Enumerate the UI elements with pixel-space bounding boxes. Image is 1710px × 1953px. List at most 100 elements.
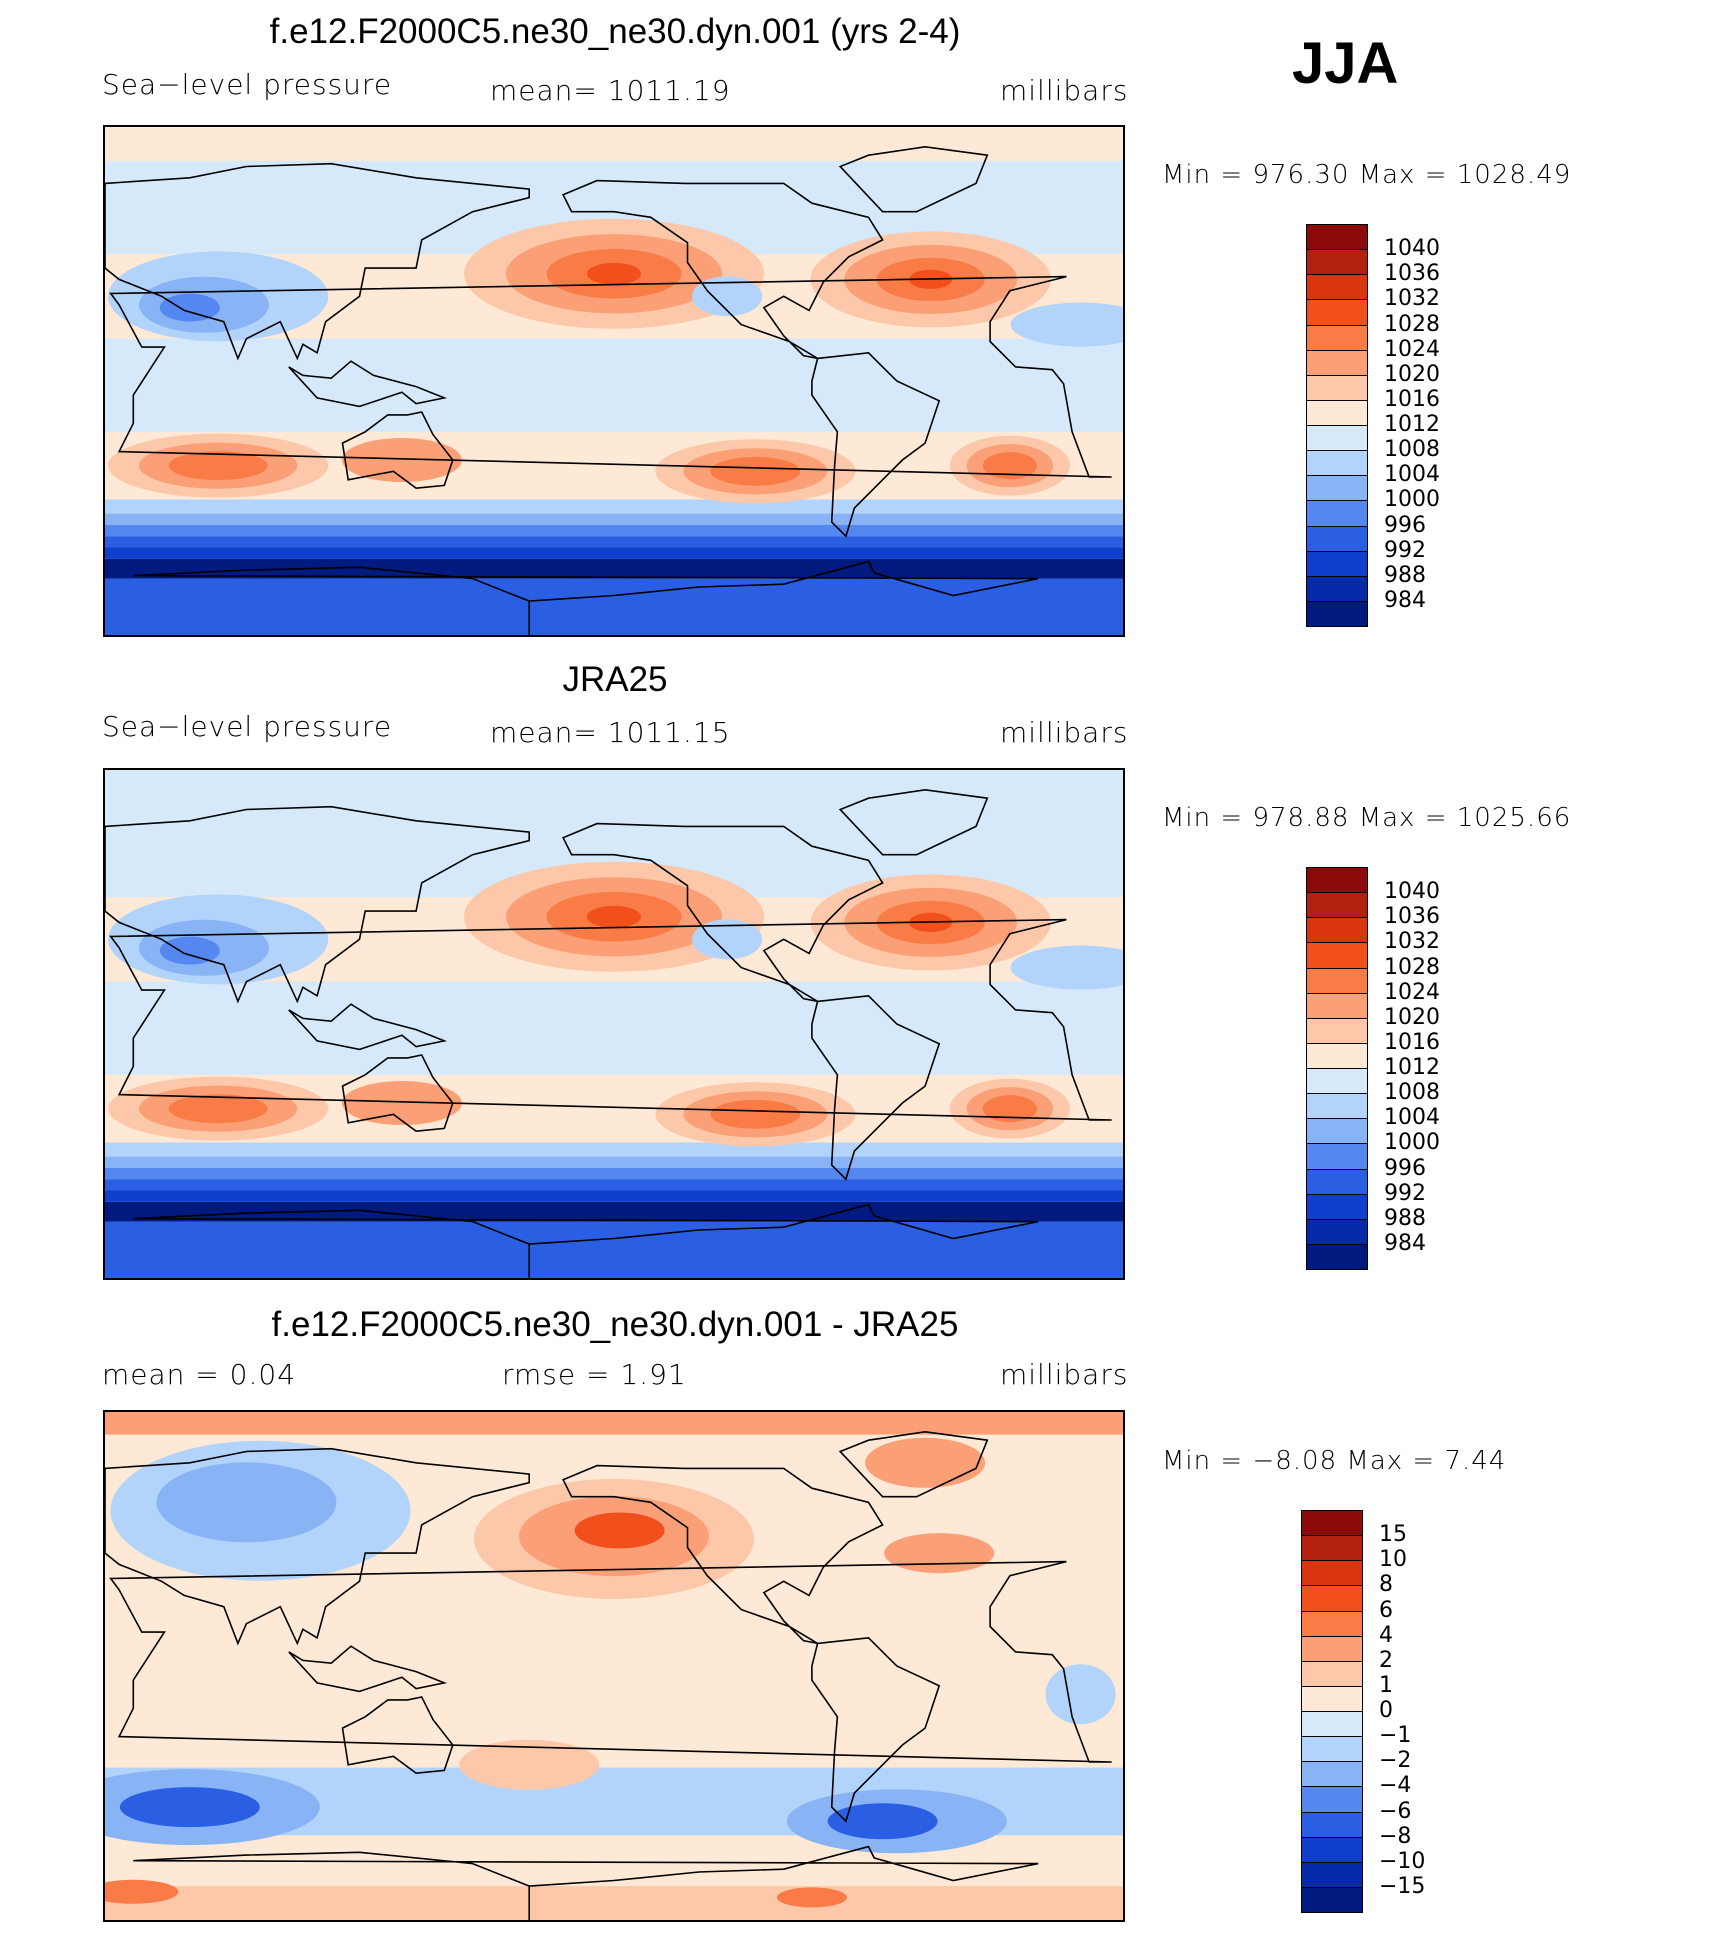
colorbar-tick-label: 1028 — [1384, 954, 1440, 980]
colorbar-tick-label: 2 — [1379, 1647, 1393, 1673]
antarctic-interior-band — [105, 1221, 1123, 1278]
southern-ocean-band-5 — [105, 547, 1123, 559]
panel-3-units-label: millibars — [1000, 1358, 1129, 1391]
antarctica-outline — [133, 560, 1039, 635]
colorbar-swatch — [1306, 399, 1368, 426]
colorbar-tick-label: 996 — [1384, 512, 1426, 538]
colorbar-tick-label: 1008 — [1384, 1080, 1440, 1106]
colorbar-tick-label: 1020 — [1384, 1004, 1440, 1030]
colorbar-swatch — [1306, 967, 1368, 994]
colorbar-swatch — [1301, 1610, 1363, 1637]
eurasia-outline — [105, 805, 531, 1004]
southern-ocean-band-4 — [105, 536, 1123, 548]
map-field — [105, 127, 1123, 635]
panel-2-map — [103, 768, 1125, 1280]
high-pressure-ring-inner — [710, 1099, 801, 1129]
colorbar-tick-label: 988 — [1384, 1205, 1426, 1231]
colorbar-tick-label: 1004 — [1384, 462, 1440, 488]
panel-1-mean-label: mean= 1011.19 — [490, 74, 731, 107]
north-american-low — [692, 919, 763, 960]
colorbar-swatch — [1301, 1510, 1363, 1537]
colorbar-swatch — [1306, 600, 1368, 627]
eurasia-outline — [105, 162, 531, 361]
panel-3-colorbar: 15 10 8 6 4 2 1 0 −1 −2 −4 −6 −8 −10 −15 — [1301, 1510, 1501, 1913]
southern-ocean-band-6 — [105, 558, 1123, 579]
polar-cap-band — [105, 127, 1123, 161]
colorbar-swatch — [1301, 1560, 1363, 1587]
colorbar-swatch — [1306, 892, 1368, 919]
colorbar-tick-label: 1040 — [1384, 236, 1440, 262]
south-atlantic-negative-core — [827, 1803, 938, 1840]
colorbar-tick-label: 992 — [1384, 1180, 1426, 1206]
colorbar-swatch — [1306, 1017, 1368, 1044]
colorbar-tick-label: 8 — [1379, 1572, 1393, 1598]
colorbar-tick-label: −2 — [1379, 1748, 1412, 1774]
colorbar-swatch — [1306, 575, 1368, 602]
colorbar-swatch — [1306, 324, 1368, 351]
north-america-outline — [562, 822, 884, 1003]
colorbar-swatch — [1306, 550, 1368, 577]
colorbar-swatch — [1301, 1660, 1363, 1687]
colorbar-swatch — [1306, 425, 1368, 452]
panel-3-map — [103, 1410, 1125, 1922]
colorbar-tick-label: 4 — [1379, 1622, 1393, 1648]
indonesia-outline — [288, 360, 448, 408]
eurasia-outline — [105, 1447, 531, 1646]
arctic-positive-band — [105, 1412, 1123, 1435]
high-pressure-core — [587, 262, 641, 285]
panel-2-mean-label: mean= 1011.15 — [490, 716, 731, 749]
colorbar-tick-label: 1000 — [1384, 487, 1440, 513]
indian-ocean-negative-core — [119, 1787, 260, 1828]
africa-outline — [109, 275, 1112, 478]
colorbar-tick-label: 1032 — [1384, 286, 1440, 312]
colorbar-tick-label: 1012 — [1384, 1055, 1440, 1080]
high-pressure-ring-inner — [982, 1095, 1037, 1123]
colorbar-tick-label: 1 — [1379, 1672, 1393, 1698]
north-pacific-anomaly-core — [574, 1512, 665, 1549]
colorbar-tick-label: 1024 — [1384, 979, 1440, 1005]
colorbar-swatch — [1306, 374, 1368, 401]
asian-low-core — [159, 936, 220, 965]
panel-2-minmax: Min = 978.88 Max = 1025.66 — [1162, 803, 1572, 833]
colorbar-swatch — [1306, 1093, 1368, 1120]
colorbar-tick-label: 1012 — [1384, 412, 1440, 437]
panel-1-minmax: Min = 976.30 Max = 1028.49 — [1162, 160, 1572, 190]
colorbar-tick-label: 988 — [1384, 562, 1426, 588]
colorbar-swatch — [1306, 1168, 1368, 1195]
atlantic-positive — [884, 1533, 995, 1574]
greenland-outline — [838, 145, 989, 213]
colorbar-tick-label: 1020 — [1384, 361, 1440, 387]
colorbar-tick-label: 1008 — [1384, 437, 1440, 463]
colorbar-swatch — [1306, 500, 1368, 527]
australian-high — [341, 1081, 462, 1126]
colorbar-swatch — [1306, 1118, 1368, 1145]
colorbar-tick-label: 1000 — [1384, 1130, 1440, 1156]
colorbar-swatch — [1306, 299, 1368, 326]
colorbar-tick-label: −10 — [1379, 1848, 1426, 1874]
colorbar-tick-label: 1032 — [1384, 929, 1440, 955]
antarctic-positive-patch-2 — [776, 1887, 847, 1908]
panel-1-title: f.e12.F2000C5.ne30_ne30.dyn.001 (yrs 2-4… — [269, 12, 961, 51]
south-america-outline — [811, 351, 941, 538]
panel-3-title: f.e12.F2000C5.ne30_ne30.dyn.001 - JRA25 — [271, 1305, 959, 1344]
panel-2-units-label: millibars — [1000, 716, 1129, 749]
north-american-low — [692, 276, 763, 317]
colorbar-swatch — [1301, 1535, 1363, 1562]
colorbar-swatch — [1306, 450, 1368, 477]
season-label: JJA — [1292, 31, 1399, 96]
australia-outline — [341, 1696, 454, 1775]
panel-1-map — [103, 125, 1125, 637]
panel-3-rmse-label: rmse = 1.91 — [502, 1358, 687, 1391]
australia-outline — [341, 1054, 454, 1133]
southern-ocean-band-5 — [105, 1190, 1123, 1202]
colorbar-swatch — [1301, 1886, 1363, 1913]
map-field — [105, 1412, 1123, 1920]
saharan-low — [1010, 302, 1123, 347]
colorbar-swatch — [1306, 349, 1368, 376]
antarctic-positive-band — [105, 1886, 1123, 1920]
colorbar-swatch — [1301, 1811, 1363, 1838]
colorbar-tick-label: 1036 — [1384, 904, 1440, 930]
colorbar-swatch — [1306, 224, 1368, 251]
colorbar-swatch — [1306, 525, 1368, 552]
colorbar-tick-label: −1 — [1379, 1723, 1412, 1749]
